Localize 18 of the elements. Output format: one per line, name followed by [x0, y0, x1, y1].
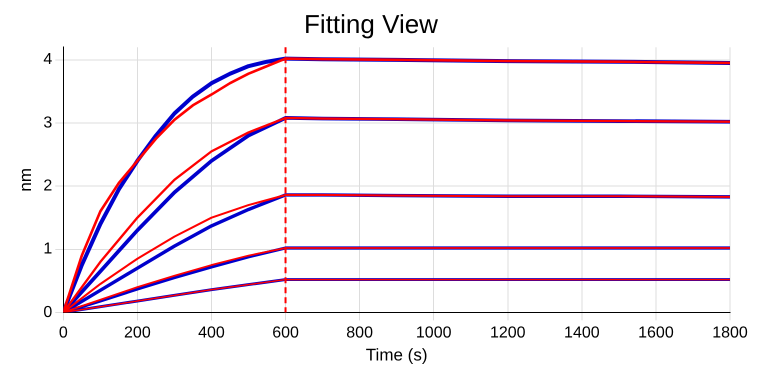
x-tick-label: 1400	[564, 324, 600, 342]
x-tick-label: 1200	[490, 324, 526, 342]
y-tick-label: 3	[43, 114, 52, 132]
x-tick-label: 800	[346, 324, 374, 342]
x-axis-title: Time (s)	[366, 345, 428, 364]
x-tick-label: 1000	[416, 324, 452, 342]
y-tick-label: 4	[43, 51, 52, 68]
x-tick-label: 200	[124, 324, 151, 342]
chart-title: Fitting View	[304, 8, 438, 39]
x-tick-label: 400	[198, 324, 225, 342]
y-tick-label: 0	[43, 304, 52, 321]
x-tick-label: 1800	[712, 324, 748, 342]
y-tick-label: 2	[43, 178, 52, 195]
x-tick-label: 0	[58, 324, 68, 342]
x-tick-label: 1600	[638, 324, 674, 342]
x-tick-label: 600	[272, 324, 299, 342]
y-axis-title: nm	[16, 168, 35, 192]
y-tick-label: 1	[43, 240, 52, 258]
